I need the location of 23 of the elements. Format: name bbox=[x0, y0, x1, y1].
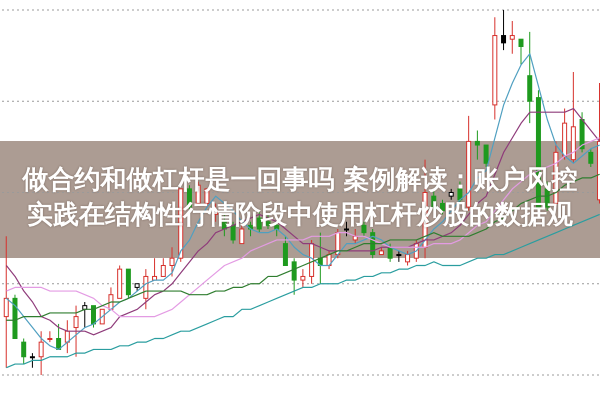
candlestick bbox=[21, 338, 26, 365]
candlestick bbox=[4, 236, 9, 368]
candlestick bbox=[396, 250, 402, 262]
candlestick bbox=[160, 258, 166, 277]
candlestick bbox=[562, 108, 568, 160]
candlestick bbox=[56, 323, 62, 350]
candlestick bbox=[12, 294, 18, 339]
candlestick bbox=[170, 246, 175, 277]
candlestick bbox=[518, 38, 524, 66]
candlestick bbox=[74, 305, 79, 358]
candlestick bbox=[47, 330, 52, 343]
candlestick bbox=[570, 72, 576, 164]
candlestick bbox=[501, 10, 506, 51]
candlestick bbox=[510, 20, 515, 54]
candlestick bbox=[292, 258, 297, 296]
candlestick bbox=[300, 268, 306, 288]
candlestick bbox=[492, 16, 498, 120]
candlestick bbox=[143, 268, 148, 310]
candlestick bbox=[527, 31, 532, 124]
candlestick bbox=[580, 112, 585, 153]
candlestick bbox=[30, 352, 35, 368]
candlestick bbox=[474, 130, 480, 160]
candlestick bbox=[38, 330, 44, 375]
